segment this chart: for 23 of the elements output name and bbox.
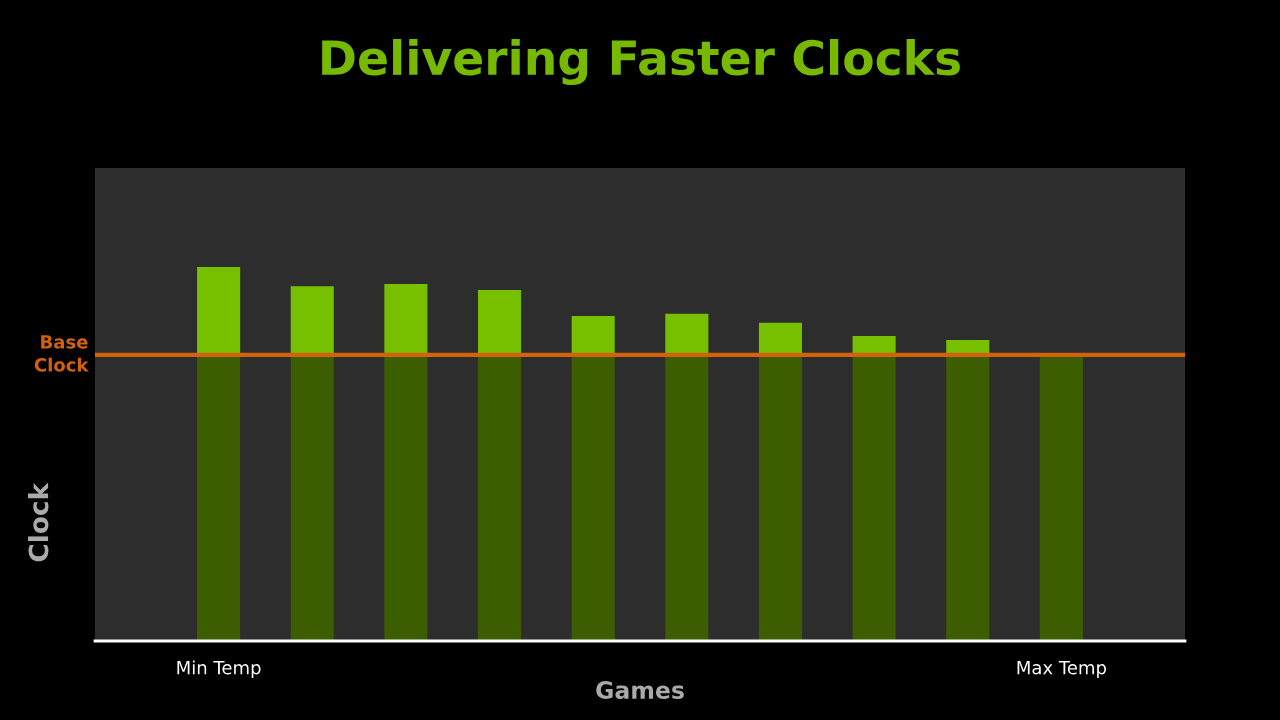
bar [946,354,990,641]
bar [758,322,802,355]
bar [852,354,896,641]
bar [384,283,428,355]
chart-title: Delivering Faster Clocks [322,38,960,86]
bar [665,313,709,355]
bar [758,354,802,641]
y-axis-title: Clock [28,482,49,562]
bar [384,354,428,641]
bar [665,354,709,641]
bar [478,354,522,641]
bar [571,316,615,355]
bar [197,354,241,641]
bar [290,286,334,355]
ref-line-label: Base Clock [34,335,89,372]
x-axis-title: Games [596,681,684,699]
bar [197,267,241,355]
x-tick-label: Max Temp [1017,661,1106,678]
bar [1039,357,1083,641]
bar [290,354,334,641]
bar [478,289,522,355]
bar [571,354,615,641]
x-tick-label: Min Temp [177,660,261,678]
